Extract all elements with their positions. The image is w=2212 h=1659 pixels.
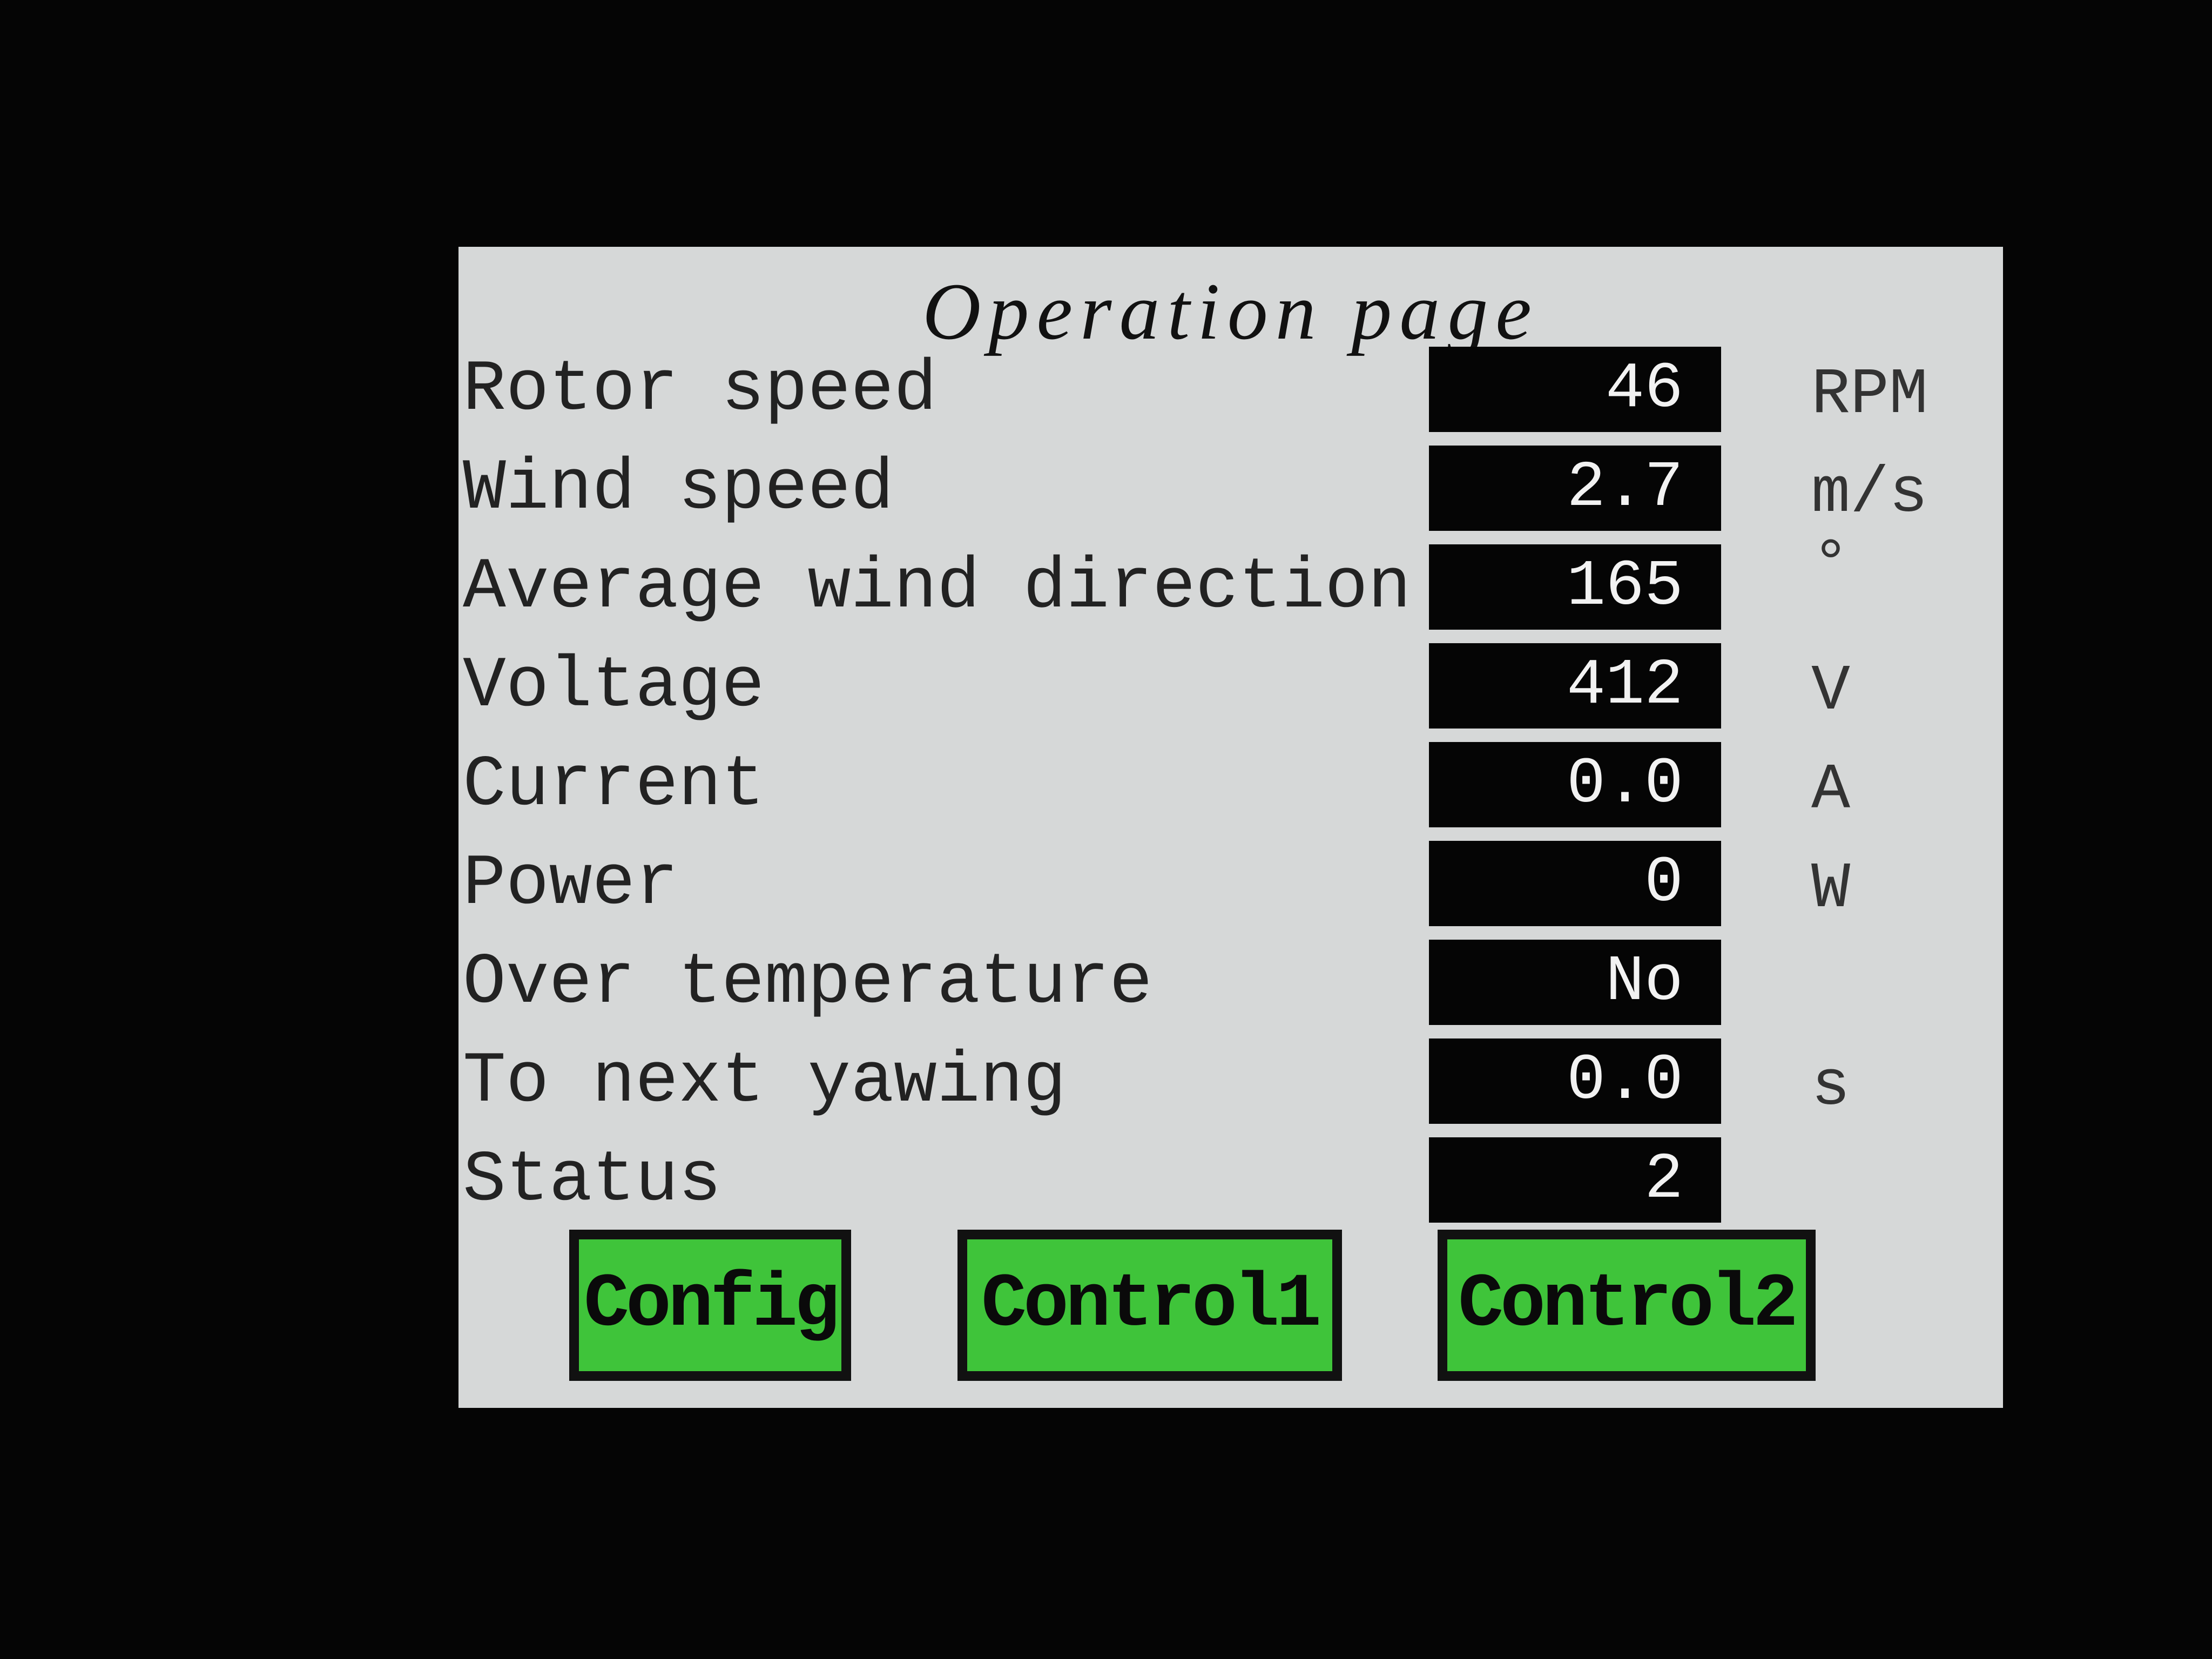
value-display: 412 — [1429, 643, 1721, 729]
unit-label: s — [1811, 1050, 1851, 1124]
value-display: 165 — [1429, 544, 1721, 630]
field-label: Power — [463, 843, 679, 925]
value-display: 46 — [1429, 347, 1721, 432]
field-label: Rotor speed — [463, 349, 937, 430]
field-label: Status — [463, 1139, 721, 1221]
value-display: 2.7 — [1429, 446, 1721, 531]
field-label: To next yawing — [463, 1041, 1067, 1122]
value-display: 0 — [1429, 841, 1721, 926]
nav-button[interactable]: Config — [569, 1230, 851, 1381]
nav-button[interactable]: Control2 — [1438, 1230, 1816, 1381]
unit-label: RPM — [1811, 359, 1928, 432]
field-label: Voltage — [463, 645, 765, 727]
nav-button[interactable]: Control1 — [957, 1230, 1342, 1381]
unit-label: m/s — [1811, 457, 1928, 531]
field-label: Current — [463, 744, 765, 826]
value-display: No — [1429, 940, 1721, 1025]
unit-label: A — [1811, 754, 1851, 827]
field-label: Over temperature — [463, 942, 1153, 1023]
unit-label: ° — [1811, 529, 1851, 603]
value-display: 2 — [1429, 1137, 1721, 1223]
unit-label: W — [1811, 853, 1851, 926]
page-title: Operation page — [922, 267, 1539, 356]
field-label: Average wind direction — [463, 547, 1411, 628]
unit-label: V — [1811, 655, 1851, 729]
screen: Operation page Rotor speed 46 RPM Wind spee… — [458, 247, 2003, 1408]
value-display: 0.0 — [1429, 742, 1721, 827]
value-display: 0.0 — [1429, 1038, 1721, 1124]
field-label: Wind speed — [463, 448, 894, 529]
